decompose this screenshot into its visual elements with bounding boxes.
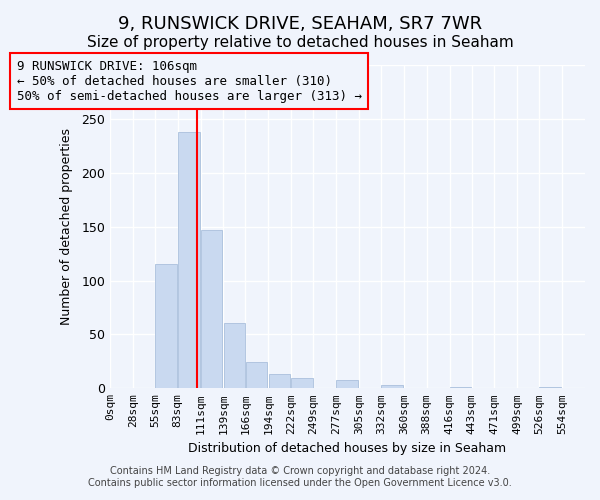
Text: 9 RUNSWICK DRIVE: 106sqm
← 50% of detached houses are smaller (310)
50% of semi-: 9 RUNSWICK DRIVE: 106sqm ← 50% of detach…	[17, 60, 362, 102]
Text: Size of property relative to detached houses in Seaham: Size of property relative to detached ho…	[86, 35, 514, 50]
Bar	[450, 387, 472, 388]
Text: 9, RUNSWICK DRIVE, SEAHAM, SR7 7WR: 9, RUNSWICK DRIVE, SEAHAM, SR7 7WR	[118, 15, 482, 33]
Bar	[224, 322, 245, 388]
Bar	[178, 132, 200, 388]
Text: Contains HM Land Registry data © Crown copyright and database right 2024.
Contai: Contains HM Land Registry data © Crown c…	[88, 466, 512, 487]
Bar	[269, 374, 290, 388]
Bar	[245, 362, 268, 388]
Bar	[155, 264, 177, 388]
Bar	[381, 385, 403, 388]
Bar	[292, 378, 313, 388]
Y-axis label: Number of detached properties: Number of detached properties	[60, 128, 73, 325]
Bar	[539, 387, 561, 388]
Bar	[336, 380, 358, 388]
Bar	[201, 230, 223, 388]
X-axis label: Distribution of detached houses by size in Seaham: Distribution of detached houses by size …	[188, 442, 506, 455]
